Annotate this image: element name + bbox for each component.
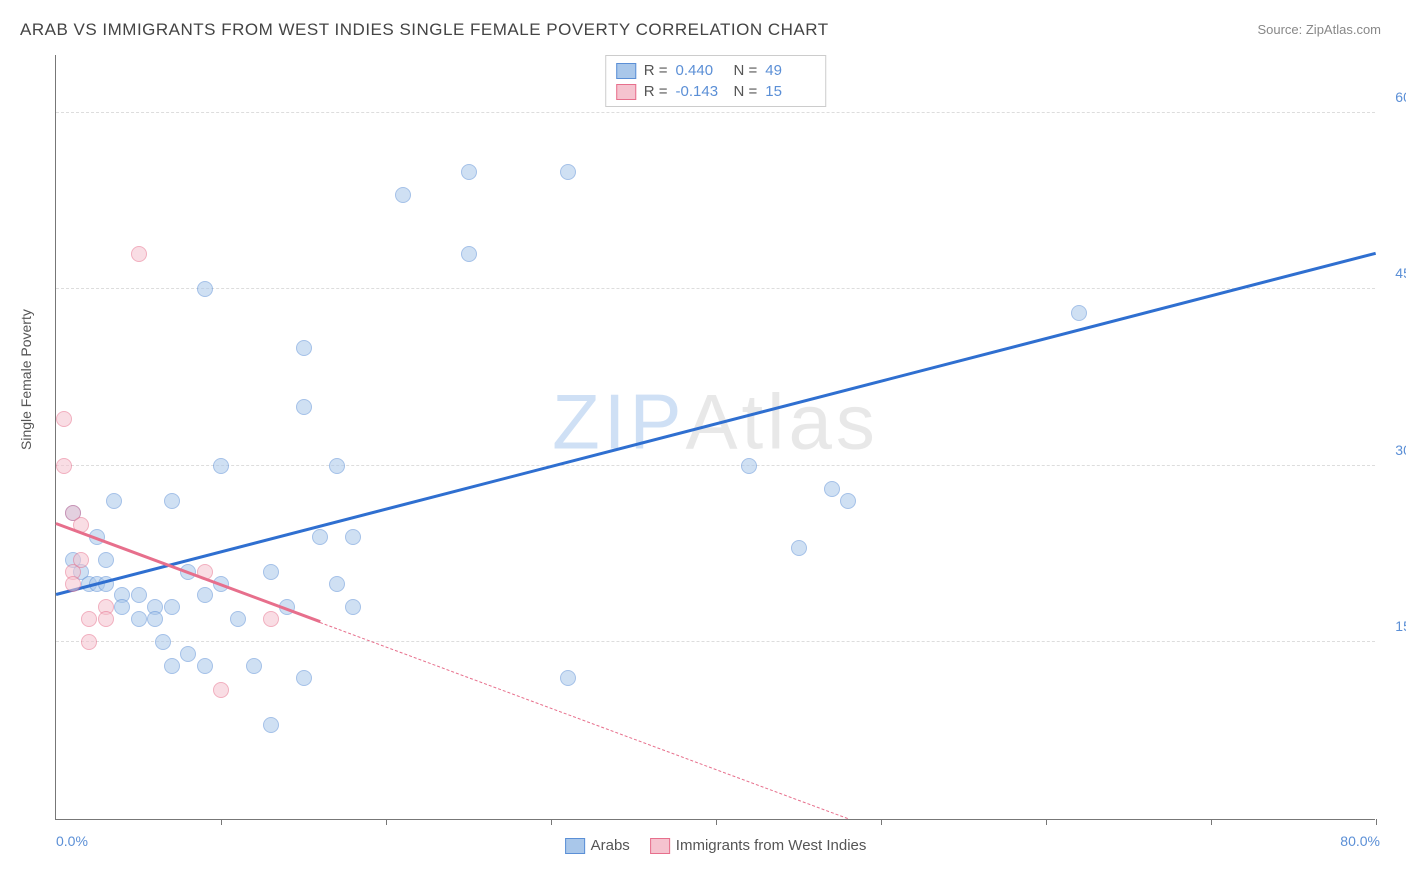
- y-tick-label: 45.0%: [1380, 265, 1406, 281]
- x-tick: [881, 819, 882, 825]
- x-tick: [1376, 819, 1377, 825]
- scatter-point: [197, 587, 213, 603]
- scatter-point: [180, 646, 196, 662]
- x-tick: [1046, 819, 1047, 825]
- source-attribution: Source: ZipAtlas.com: [1257, 22, 1381, 37]
- scatter-point: [98, 611, 114, 627]
- legend-swatch: [650, 838, 670, 854]
- scatter-point: [106, 493, 122, 509]
- legend-label: Immigrants from West Indies: [676, 837, 867, 854]
- x-tick: [221, 819, 222, 825]
- scatter-point: [73, 552, 89, 568]
- y-tick-label: 30.0%: [1380, 442, 1406, 458]
- scatter-point: [197, 281, 213, 297]
- scatter-point: [296, 670, 312, 686]
- x-tick: [551, 819, 552, 825]
- correlation-stats-box: R = 0.440 N = 49 R = -0.143 N = 15: [605, 55, 827, 107]
- legend-item: Arabs: [565, 837, 630, 854]
- scatter-point: [263, 611, 279, 627]
- scatter-point: [329, 458, 345, 474]
- scatter-point: [461, 246, 477, 262]
- y-tick-label: 60.0%: [1380, 89, 1406, 105]
- y-tick-label: 15.0%: [1380, 618, 1406, 634]
- x-tick: [716, 819, 717, 825]
- x-tick: [1211, 819, 1212, 825]
- stat-r-value: -0.143: [676, 83, 726, 100]
- gridline: [56, 641, 1375, 642]
- scatter-point: [1071, 305, 1087, 321]
- scatter-point: [824, 481, 840, 497]
- stats-row: R = -0.143 N = 15: [616, 81, 816, 102]
- x-axis-max-label: 80.0%: [1340, 833, 1380, 849]
- scatter-point: [345, 529, 361, 545]
- scatter-point: [560, 164, 576, 180]
- scatter-point: [65, 576, 81, 592]
- legend-item: Immigrants from West Indies: [650, 837, 867, 854]
- scatter-point: [329, 576, 345, 592]
- scatter-point: [213, 458, 229, 474]
- scatter-point: [56, 411, 72, 427]
- gridline: [56, 112, 1375, 113]
- gridline: [56, 288, 1375, 289]
- legend-swatch: [616, 63, 636, 79]
- chart-title: ARAB VS IMMIGRANTS FROM WEST INDIES SING…: [20, 20, 829, 40]
- trend-line: [320, 622, 848, 819]
- scatter-point: [98, 552, 114, 568]
- scatter-point: [131, 246, 147, 262]
- scatter-point: [213, 682, 229, 698]
- scatter-point: [296, 399, 312, 415]
- plot-area: ZIPAtlas R =0.440N =49R =-0.143N =15 Ara…: [55, 55, 1375, 820]
- scatter-point: [131, 611, 147, 627]
- stat-r-value: 0.440: [676, 62, 726, 79]
- scatter-point: [81, 611, 97, 627]
- scatter-point: [230, 611, 246, 627]
- scatter-point: [791, 540, 807, 556]
- scatter-point: [263, 717, 279, 733]
- watermark-atlas: Atlas: [685, 377, 878, 465]
- stat-r-label: R =: [644, 83, 668, 100]
- legend-label: Arabs: [591, 837, 630, 854]
- scatter-point: [155, 634, 171, 650]
- scatter-point: [560, 670, 576, 686]
- scatter-point: [164, 658, 180, 674]
- scatter-point: [164, 493, 180, 509]
- scatter-point: [81, 634, 97, 650]
- scatter-point: [147, 611, 163, 627]
- scatter-point: [395, 187, 411, 203]
- stat-n-label: N =: [734, 62, 758, 79]
- scatter-point: [296, 340, 312, 356]
- stat-r-label: R =: [644, 62, 668, 79]
- scatter-point: [312, 529, 328, 545]
- legend-swatch: [616, 84, 636, 100]
- scatter-point: [263, 564, 279, 580]
- x-axis-min-label: 0.0%: [56, 833, 88, 849]
- scatter-point: [114, 599, 130, 615]
- scatter-point: [56, 458, 72, 474]
- scatter-point: [197, 658, 213, 674]
- trend-line: [56, 252, 1377, 596]
- scatter-point: [461, 164, 477, 180]
- scatter-point: [345, 599, 361, 615]
- scatter-point: [131, 587, 147, 603]
- stat-n-value: 49: [765, 62, 815, 79]
- x-tick: [386, 819, 387, 825]
- scatter-point: [741, 458, 757, 474]
- legend-swatch: [565, 838, 585, 854]
- stat-n-value: 15: [765, 83, 815, 100]
- gridline: [56, 465, 1375, 466]
- stats-row: R = 0.440 N = 49: [616, 60, 816, 81]
- scatter-point: [840, 493, 856, 509]
- scatter-point: [164, 599, 180, 615]
- stat-n-label: N =: [734, 83, 758, 100]
- watermark-zip: ZIP: [552, 377, 685, 465]
- scatter-point: [246, 658, 262, 674]
- y-axis-label: Single Female Poverty: [18, 309, 34, 450]
- legend: Arabs Immigrants from West Indies: [565, 837, 867, 854]
